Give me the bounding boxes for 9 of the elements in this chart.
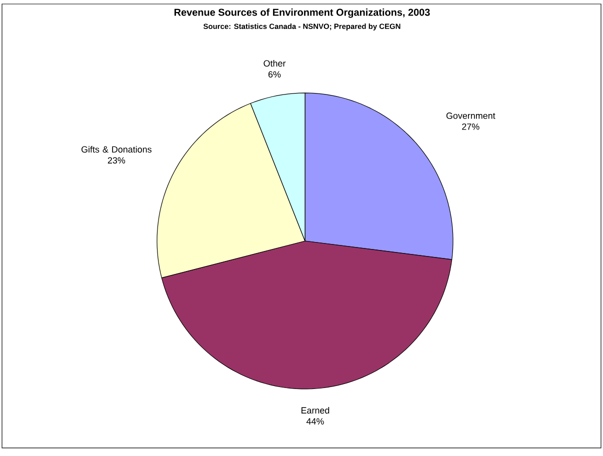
slice-label: Government — [446, 112, 496, 119]
data-label: 44% — [306, 418, 324, 424]
data-label: 23% — [108, 157, 126, 164]
chart-title: Revenue Sources of Environment Organizations, 2003 — [174, 8, 430, 18]
data-label: 27% — [462, 123, 480, 130]
slice-label: Earned — [302, 406, 330, 414]
slice-label: Gifts & Donations — [82, 146, 152, 153]
data-label: 6% — [268, 71, 281, 78]
slice-label: Other — [264, 60, 286, 67]
